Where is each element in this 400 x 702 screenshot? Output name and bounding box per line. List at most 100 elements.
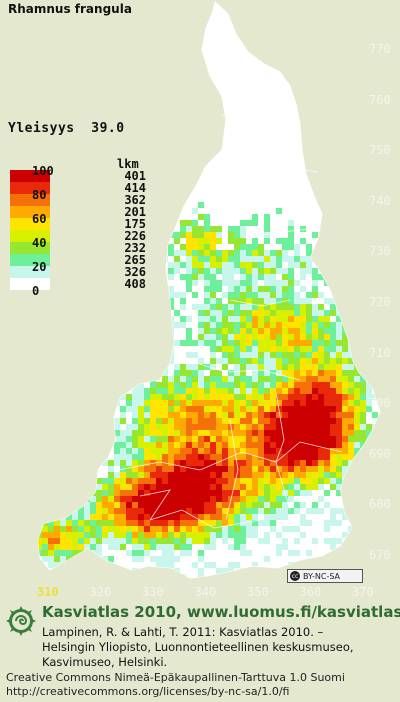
- grid-cell: [162, 484, 168, 490]
- grid-cell: [240, 484, 246, 490]
- grid-cell: [318, 250, 324, 256]
- grid-cell: [312, 538, 318, 544]
- grid-cell: [114, 424, 120, 430]
- grid-cell: [72, 466, 78, 472]
- grid-cell: [360, 412, 366, 418]
- grid-cell: [150, 496, 156, 502]
- grid-cell: [192, 268, 198, 274]
- grid-cell: [294, 454, 300, 460]
- grid-cell: [282, 460, 288, 466]
- grid-cell: [210, 448, 216, 454]
- grid-cell: [288, 454, 294, 460]
- grid-cell: [108, 514, 114, 520]
- grid-cell: [252, 370, 258, 376]
- grid-cell: [162, 508, 168, 514]
- grid-cell: [282, 538, 288, 544]
- grid-cell: [300, 418, 306, 424]
- grid-cell: [282, 376, 288, 382]
- grid-cell: [132, 478, 138, 484]
- grid-cell: [288, 238, 294, 244]
- grid-cell: [120, 376, 126, 382]
- grid-cell: [120, 382, 126, 388]
- grid-cell: [360, 514, 366, 520]
- grid-cell: [186, 328, 192, 334]
- grid-cell: [294, 436, 300, 442]
- grid-cell: [276, 304, 282, 310]
- grid-cell: [342, 466, 348, 472]
- grid-cell: [168, 538, 174, 544]
- grid-cell: [234, 310, 240, 316]
- grid-cell: [282, 382, 288, 388]
- grid-cell: [252, 364, 258, 370]
- grid-cell: [78, 346, 84, 352]
- grid-cell: [342, 382, 348, 388]
- grid-cell: [192, 442, 198, 448]
- grid-cell: [342, 532, 348, 538]
- grid-cell: [270, 520, 276, 526]
- grid-cell: [198, 550, 204, 556]
- grid-cell: [54, 394, 60, 400]
- grid-cell: [60, 550, 66, 556]
- grid-cell: [72, 496, 78, 502]
- grid-cell: [366, 334, 372, 340]
- grid-cell: [360, 430, 366, 436]
- license-line-1: Creative Commons Nimeä-Epäkaupallinen-Ta…: [6, 671, 345, 684]
- grid-cell: [222, 454, 228, 460]
- grid-cell: [114, 460, 120, 466]
- grid-cell: [210, 430, 216, 436]
- grid-cell: [300, 406, 306, 412]
- grid-cell: [66, 520, 72, 526]
- grid-cell: [168, 490, 174, 496]
- grid-cell: [264, 430, 270, 436]
- grid-cell: [306, 466, 312, 472]
- grid-cell: [282, 418, 288, 424]
- grid-cell: [276, 364, 282, 370]
- grid-cell: [246, 472, 252, 478]
- grid-cell: [96, 280, 102, 286]
- grid-cell: [78, 580, 84, 586]
- grid-cell: [102, 424, 108, 430]
- grid-cell: [300, 376, 306, 382]
- grid-cell: [252, 250, 258, 256]
- grid-cell: [252, 502, 258, 508]
- grid-cell: [72, 310, 78, 316]
- license-line-2[interactable]: http://creativecommons.org/licenses/by-n…: [6, 685, 290, 698]
- grid-cell: [90, 328, 96, 334]
- grid-cell: [180, 406, 186, 412]
- grid-cell: [294, 364, 300, 370]
- grid-cell: [84, 514, 90, 520]
- grid-cell: [60, 454, 66, 460]
- grid-cell: [222, 346, 228, 352]
- grid-cell: [282, 454, 288, 460]
- grid-cell: [264, 340, 270, 346]
- grid-cell: [228, 472, 234, 478]
- grid-cell: [228, 286, 234, 292]
- grid-cell: [234, 394, 240, 400]
- grid-cell: [228, 238, 234, 244]
- cc-license-badge[interactable]: cc BY-NC-SA: [287, 569, 363, 583]
- grid-cell: [108, 460, 114, 466]
- grid-cell: [102, 514, 108, 520]
- grid-cell: [66, 562, 72, 568]
- grid-cell: [186, 502, 192, 508]
- grid-cell: [162, 382, 168, 388]
- grid-cell: [330, 364, 336, 370]
- grid-cell: [330, 334, 336, 340]
- grid-cell: [276, 454, 282, 460]
- grid-cell: [90, 406, 96, 412]
- grid-cell: [90, 496, 96, 502]
- grid-cell: [228, 478, 234, 484]
- grid-cell: [258, 424, 264, 430]
- grid-cell: [324, 310, 330, 316]
- grid-cell: [252, 310, 258, 316]
- grid-cell: [174, 370, 180, 376]
- grid-cell: [234, 412, 240, 418]
- grid-cell: [246, 220, 252, 226]
- grid-cell: [150, 478, 156, 484]
- grid-cell: [48, 484, 54, 490]
- grid-cell: [210, 424, 216, 430]
- grid-cell: [354, 472, 360, 478]
- grid-cell: [228, 400, 234, 406]
- grid-cell: [144, 574, 150, 578]
- grid-cell: [234, 364, 240, 370]
